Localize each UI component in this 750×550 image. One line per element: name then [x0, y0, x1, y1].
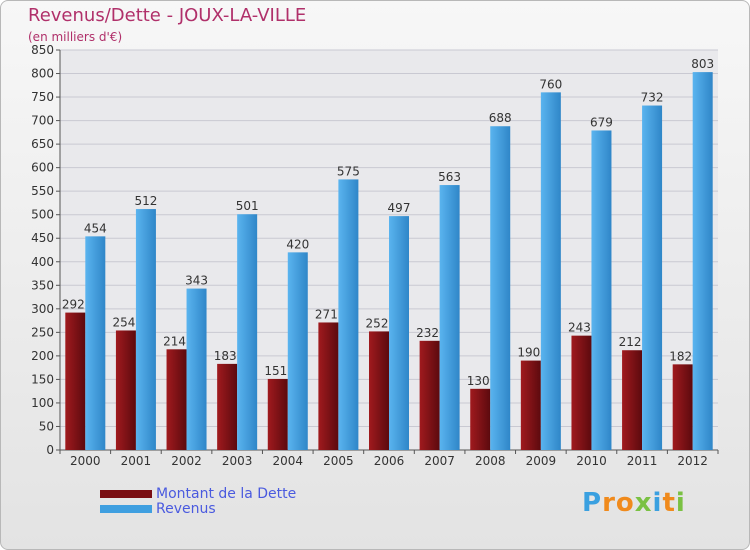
x-tick-label: 2002 [171, 454, 202, 468]
data-label-revenus: 679 [590, 115, 613, 129]
x-tick-label: 2010 [576, 454, 607, 468]
proxiti-logo: Proxiti [582, 488, 686, 518]
legend-item-dette: Montant de la Dette [100, 486, 296, 502]
bar-dette [419, 340, 440, 450]
bar-dette [65, 312, 86, 450]
data-label-revenus: 688 [489, 111, 512, 125]
y-tick-label: 750 [31, 90, 54, 104]
legend-swatch-revenus [100, 505, 152, 513]
bar-dette [369, 331, 389, 450]
x-tick-label: 2001 [121, 454, 152, 468]
y-tick-label: 450 [31, 231, 54, 245]
x-tick-label: 2009 [526, 454, 557, 468]
x-tick-label: 2004 [272, 454, 303, 468]
y-tick-label: 250 [31, 325, 54, 339]
bar-revenus [389, 216, 409, 450]
bar-revenus [287, 252, 308, 450]
bar-revenus [642, 105, 663, 450]
y-tick-label: 200 [31, 349, 54, 363]
x-tick-label: 2011 [627, 454, 658, 468]
data-label-revenus: 575 [337, 164, 360, 178]
bar-revenus [591, 130, 612, 450]
data-label-dette: 254 [112, 315, 135, 329]
y-tick-label: 550 [31, 184, 54, 198]
bar-dette [166, 349, 187, 450]
data-label-dette: 252 [366, 316, 389, 330]
data-label-revenus: 760 [539, 77, 562, 91]
legend-item-revenus: Revenus [100, 501, 216, 517]
y-tick-label: 150 [31, 372, 54, 386]
y-tick-label: 300 [31, 302, 54, 316]
x-tick-label: 2012 [677, 454, 708, 468]
data-label-dette: 271 [315, 307, 338, 321]
y-tick-label: 100 [31, 396, 54, 410]
bar-revenus [439, 185, 460, 450]
legend-label-revenus: Revenus [156, 501, 216, 517]
data-label-revenus: 501 [236, 199, 259, 213]
data-label-dette: 182 [669, 349, 692, 363]
x-tick-label: 2003 [222, 454, 253, 468]
bar-dette [217, 363, 238, 450]
bar-revenus [186, 288, 207, 450]
bar-dette [622, 350, 643, 450]
bar-revenus [490, 126, 511, 450]
bar-revenus [85, 236, 106, 450]
y-tick-label: 0 [46, 443, 54, 457]
y-tick-label: 700 [31, 114, 54, 128]
bar-dette [672, 364, 693, 450]
data-label-revenus: 512 [134, 194, 157, 208]
bar-dette [520, 360, 541, 450]
x-tick-label: 2007 [424, 454, 455, 468]
bar-dette [470, 388, 491, 450]
y-tick-label: 850 [31, 43, 54, 57]
y-tick-label: 800 [31, 67, 54, 81]
y-tick-label: 650 [31, 137, 54, 151]
data-label-revenus: 563 [438, 170, 461, 184]
chart-subtitle: (en milliers d'€) [28, 30, 123, 44]
bar-dette [318, 322, 339, 450]
y-tick-label: 350 [31, 278, 54, 292]
y-tick-label: 500 [31, 208, 54, 222]
data-label-dette: 232 [416, 326, 439, 340]
y-tick-label: 400 [31, 255, 54, 269]
y-tick-label: 600 [31, 161, 54, 175]
bar-dette [115, 330, 136, 450]
data-label-dette: 183 [214, 349, 237, 363]
data-label-revenus: 803 [691, 57, 714, 71]
data-label-dette: 212 [619, 335, 642, 349]
legend-label-dette: Montant de la Dette [156, 486, 297, 502]
data-label-revenus: 454 [84, 221, 107, 235]
x-tick-label: 2006 [374, 454, 405, 468]
data-label-revenus: 420 [286, 237, 309, 251]
x-tick-label: 2000 [70, 454, 101, 468]
bar-revenus [338, 179, 359, 451]
data-label-dette: 243 [568, 321, 591, 335]
chart-title: Revenus/Dette - JOUX-LA-VILLE [28, 5, 307, 26]
y-tick-label: 50 [39, 419, 54, 433]
data-label-dette: 214 [163, 334, 186, 348]
x-tick-label: 2005 [323, 454, 354, 468]
bar-revenus [540, 92, 561, 451]
data-label-dette: 130 [467, 374, 490, 388]
data-label-revenus: 497 [388, 201, 411, 215]
x-tick-label: 2008 [475, 454, 506, 468]
bar-revenus [135, 209, 156, 450]
bar-revenus [237, 214, 258, 450]
bar-dette [571, 335, 592, 450]
data-label-dette: 292 [62, 298, 85, 312]
bar-revenus [692, 72, 713, 450]
bar-dette [267, 378, 288, 450]
data-label-dette: 151 [264, 364, 287, 378]
legend-swatch-dette [100, 490, 152, 498]
data-label-revenus: 732 [641, 91, 664, 105]
data-label-dette: 190 [517, 346, 540, 360]
data-label-revenus: 343 [185, 274, 208, 288]
